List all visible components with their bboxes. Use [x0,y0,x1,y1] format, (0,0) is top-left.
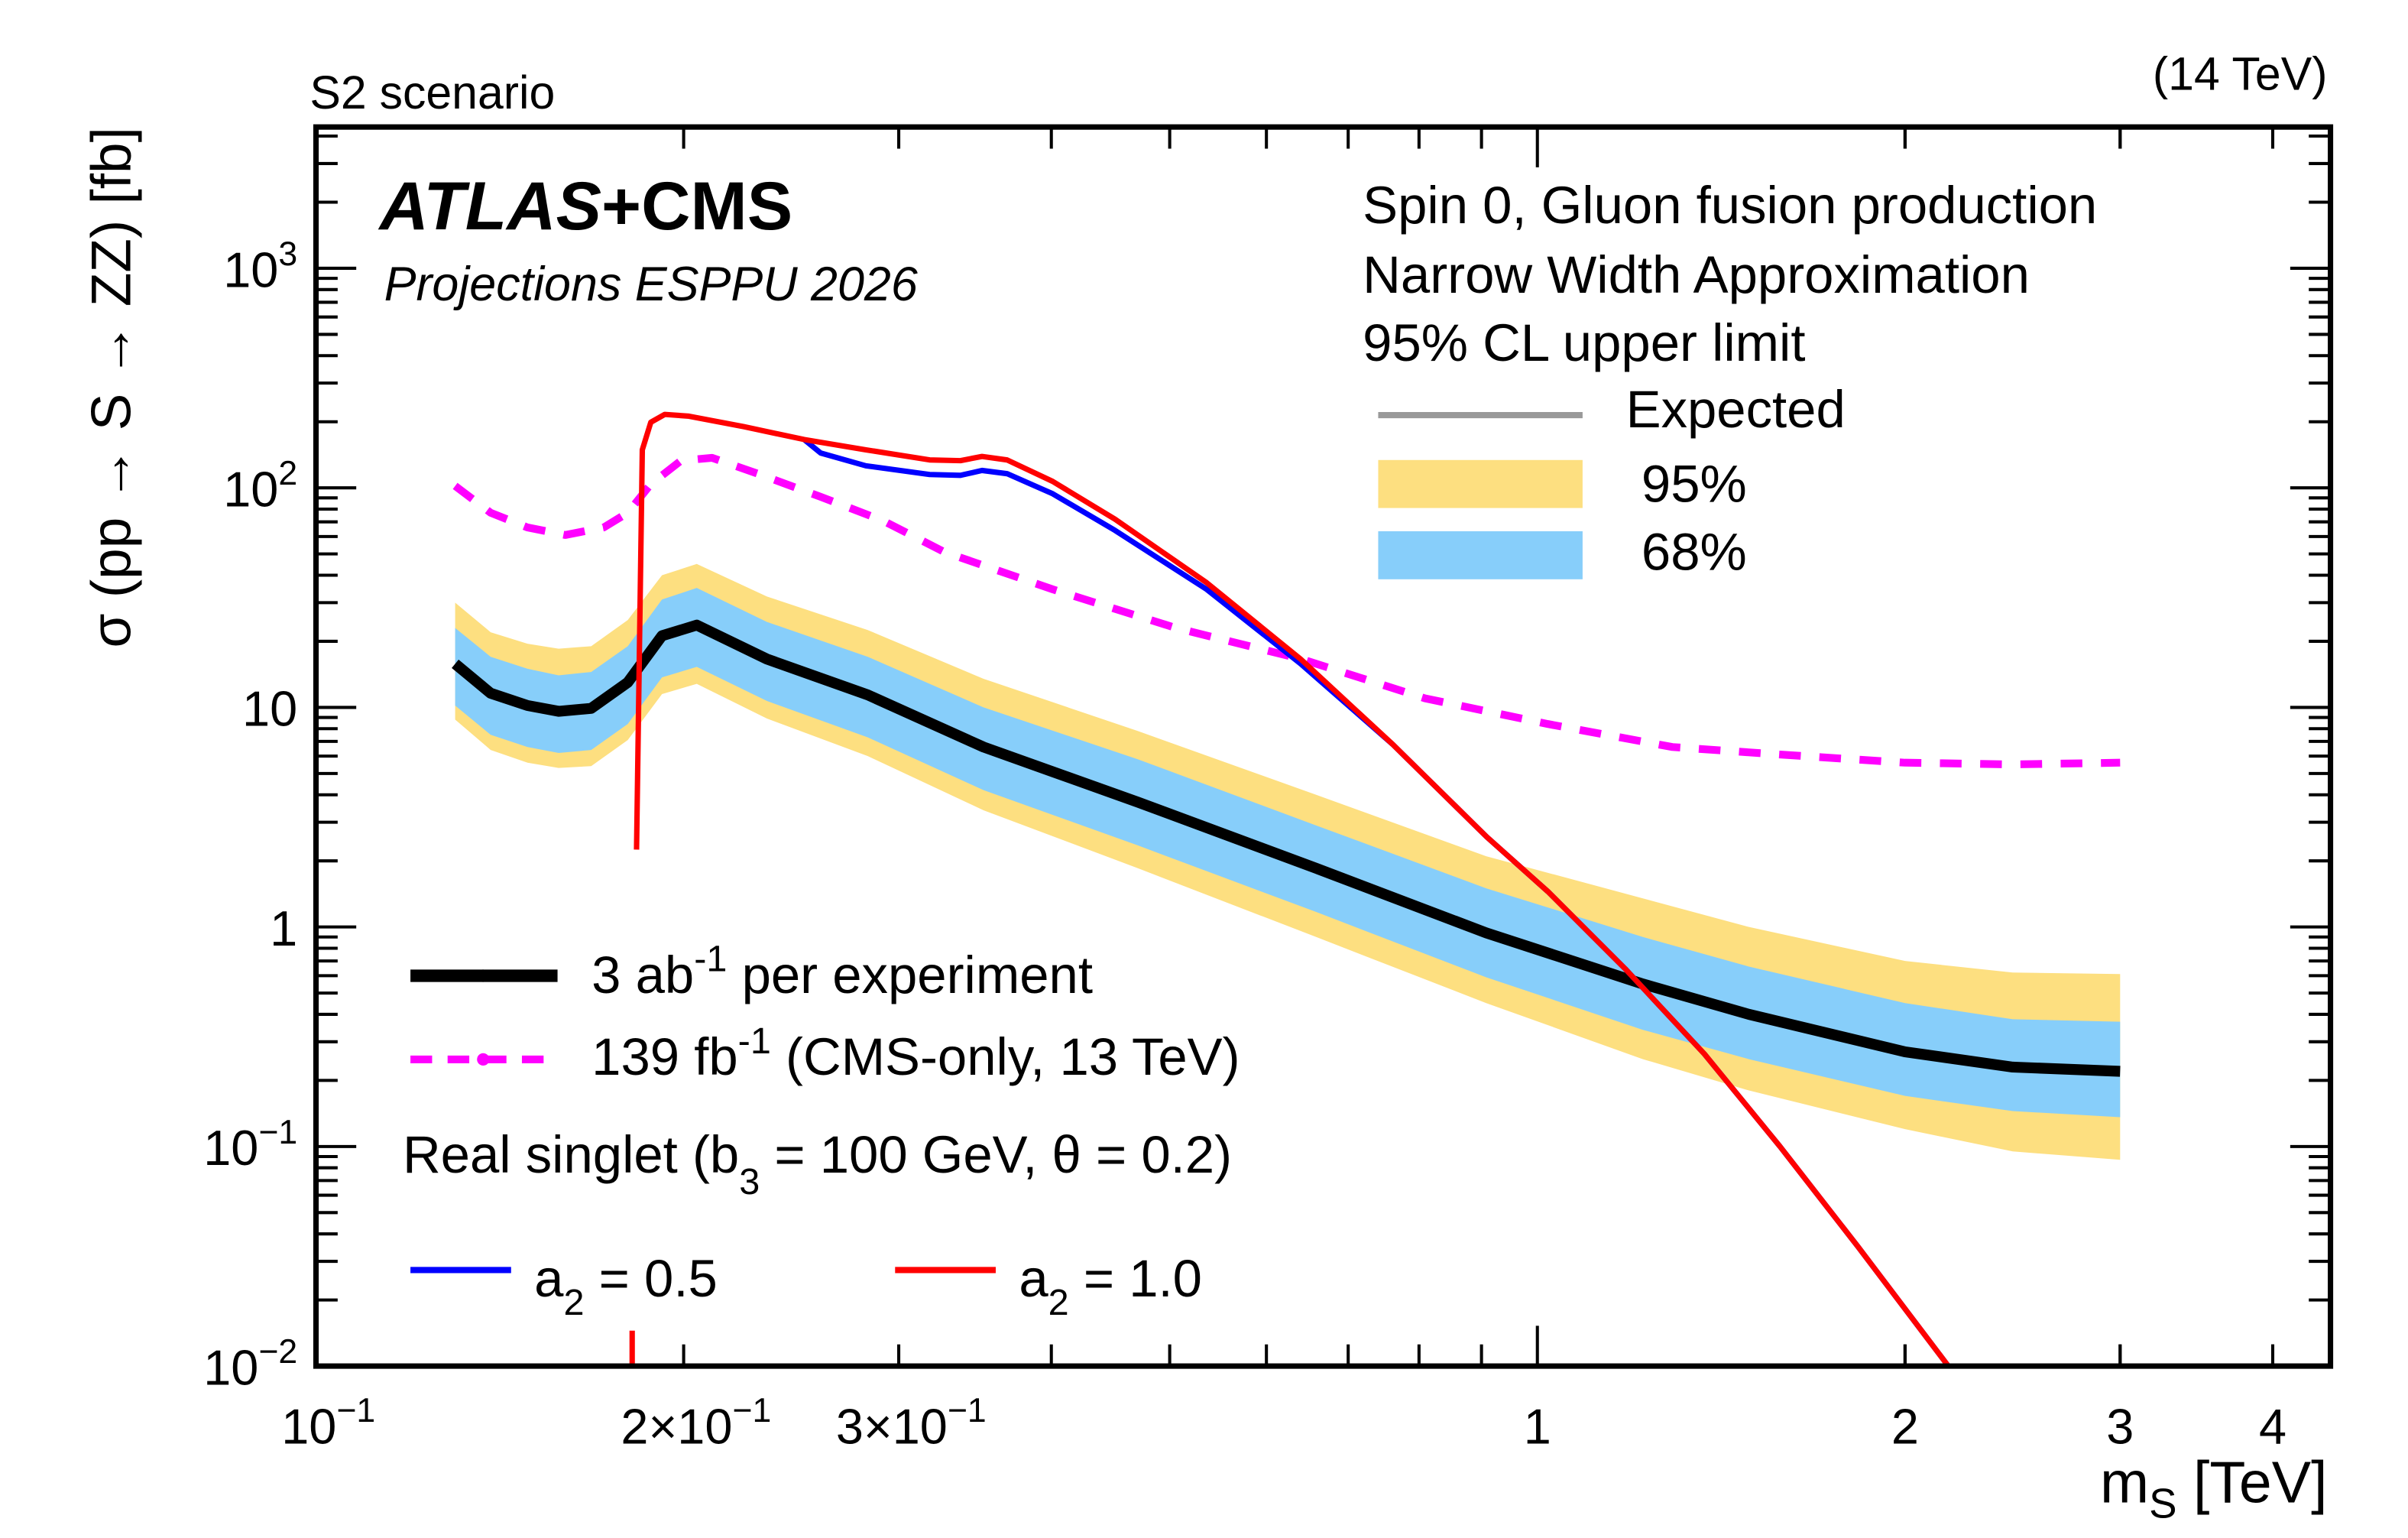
x-tick-label: 4 [2259,1398,2286,1454]
legend-hl-marker [477,969,490,982]
info-line-1: Spin 0, Gluon fusion production [1363,176,2097,235]
x-tick-label: 3 [2106,1398,2134,1454]
experiment-label: ATLAS+CMS [378,167,793,244]
info-line-2: Narrow Width Approximation [1363,245,2030,304]
legend-expected-label: Expected [1626,380,1846,439]
a2-1p0-line [634,411,1951,1367]
x-tick-label: 1 [1524,1398,1551,1454]
plot-area [452,411,2121,1367]
scenario-label: S2 scenario [310,67,555,118]
info-line-3: 95% CL upper limit [1363,313,1805,372]
expected-median-line [452,619,2121,1077]
y-tick-label: 10 [242,681,297,737]
legend-95-label: 95% [1642,454,1747,513]
legend-cms-marker [477,1053,490,1066]
legend-cms-label: 139 fb-1 (CMS-only, 13 TeV) [591,1020,1240,1086]
y-tick-label: 102 [223,455,297,517]
legend-68-label: 68% [1642,523,1747,582]
y-tick-label: 10−1 [203,1114,297,1176]
legend-hl-label: 3 ab-1 per experiment [591,938,1093,1004]
legend-a10-label: a2 = 1.0 [1019,1249,1202,1323]
cms-13tev-line [452,453,2121,769]
energy-label: (14 TeV) [2153,48,2328,100]
x-tick-label: 3×10−1 [836,1392,987,1454]
x-axis-label: mS [TeV] [2100,1449,2327,1527]
y-tick-label: 10−2 [203,1333,297,1395]
legend-95-swatch [1378,459,1583,508]
y-axis-label: σ (pp → S → ZZ) [fb] [80,127,142,647]
experiment-subtitle: Projections ESPPU 2026 [384,258,918,311]
plot-frame [313,124,2334,1369]
legend-singlet-label: Real singlet (b3 = 100 GeV, θ = 0.2) [403,1125,1232,1202]
x-tick-label: 2 [1891,1398,1919,1454]
legend-a05-label: a2 = 0.5 [534,1249,718,1323]
legend-68-swatch [1378,531,1583,579]
y-tick-label: 1 [270,900,297,956]
x-tick-label: 10−1 [281,1392,375,1454]
x-tick-label: 2×10−1 [621,1392,771,1454]
y-tick-label: 103 [223,235,297,297]
